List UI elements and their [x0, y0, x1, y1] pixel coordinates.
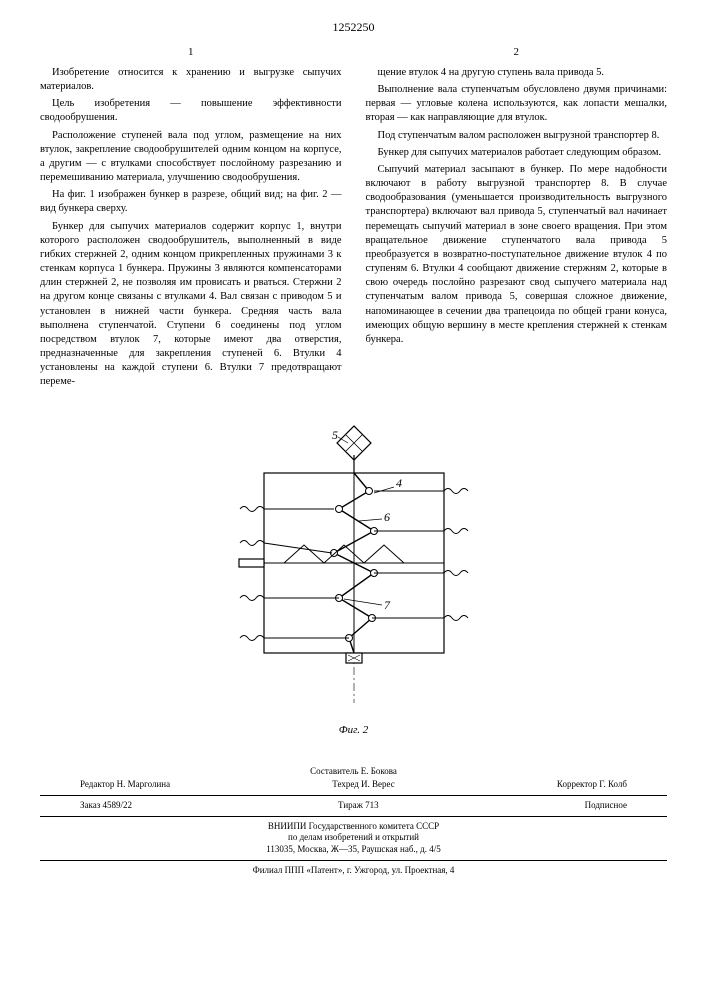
ref-label-6: 6: [384, 510, 390, 524]
spring-icon: [374, 570, 468, 575]
spring-icon: [374, 528, 468, 533]
spring-icon: [240, 635, 349, 640]
para: Бункер для сыпучих материалов работает с…: [366, 146, 668, 160]
para: Выполнение вала ступенчатым обусловлено …: [366, 83, 668, 126]
ref-label-7: 7: [384, 598, 391, 612]
imprint-cell: Корректор Г. Колб: [557, 779, 627, 791]
imprint-cell: Тираж 713: [338, 800, 379, 812]
spring-icon: [374, 488, 468, 493]
spring-icon: [240, 506, 334, 511]
right-col-label: 2: [366, 45, 668, 60]
para: Сыпучий материал засыпают в бункер. По м…: [366, 163, 668, 347]
document-number: 1252250: [40, 20, 667, 35]
para: Изобретение относится к хранению и выгру…: [40, 66, 342, 94]
imprint-line: 113035, Москва, Ж—35, Раушская наб., д. …: [40, 844, 667, 856]
spring-icon: [240, 540, 332, 553]
imprint-row: Составитель Е. Бокова: [80, 766, 627, 778]
ref-label-4: 4: [396, 476, 402, 490]
left-col-label: 1: [40, 45, 342, 60]
ref-label-5: 5: [332, 428, 338, 442]
imprint-cell: Составитель Е. Бокова: [310, 766, 397, 778]
para: Под ступенчатым валом расположен выгрузн…: [366, 129, 668, 143]
para: Бункер для сыпучих материалов содержит к…: [40, 220, 342, 390]
para: На фиг. 1 изображен бункер в разрезе, об…: [40, 188, 342, 216]
imprint-block: Составитель Е. Бокова Редактор Н. Маргол…: [40, 766, 667, 877]
para: Цель изобретения — повышение эффективнос…: [40, 97, 342, 125]
figure-svg: 5 4 6 7: [224, 413, 484, 713]
text-columns: 1 Изобретение относится к хранению и выг…: [40, 45, 667, 393]
spring-icon: [240, 595, 339, 600]
imprint-cell: Заказ 4589/22: [80, 800, 132, 812]
spring-icon: [372, 615, 468, 620]
imprint-cell: Редактор Н. Марголина: [80, 779, 170, 791]
imprint-line: ВНИИПИ Государственного комитета СССР: [40, 821, 667, 833]
drive-icon: [337, 426, 371, 473]
patent-page: 1252250 1 Изобретение относится к хранен…: [0, 0, 707, 916]
para: Расположение ступеней вала под углом, ра…: [40, 129, 342, 186]
figure-2: 5 4 6 7 Фиг. 2: [40, 413, 667, 736]
right-column: 2 щение втулок 4 на другую ступень вала …: [366, 45, 668, 393]
imprint-cell: Техред И. Верес: [332, 779, 394, 791]
para: щение втулок 4 на другую ступень вала пр…: [366, 66, 668, 80]
imprint-row: Редактор Н. Марголина Техред И. Верес Ко…: [80, 779, 627, 791]
imprint-row: Заказ 4589/22 Тираж 713 Подписное: [80, 800, 627, 812]
left-column: 1 Изобретение относится к хранению и выг…: [40, 45, 342, 393]
imprint-line: по делам изобретений и открытий: [40, 832, 667, 844]
figure-caption: Фиг. 2: [40, 724, 667, 736]
imprint-line: Филиал ППП «Патент», г. Ужгород, ул. Про…: [40, 865, 667, 877]
imprint-cell: Подписное: [585, 800, 627, 812]
